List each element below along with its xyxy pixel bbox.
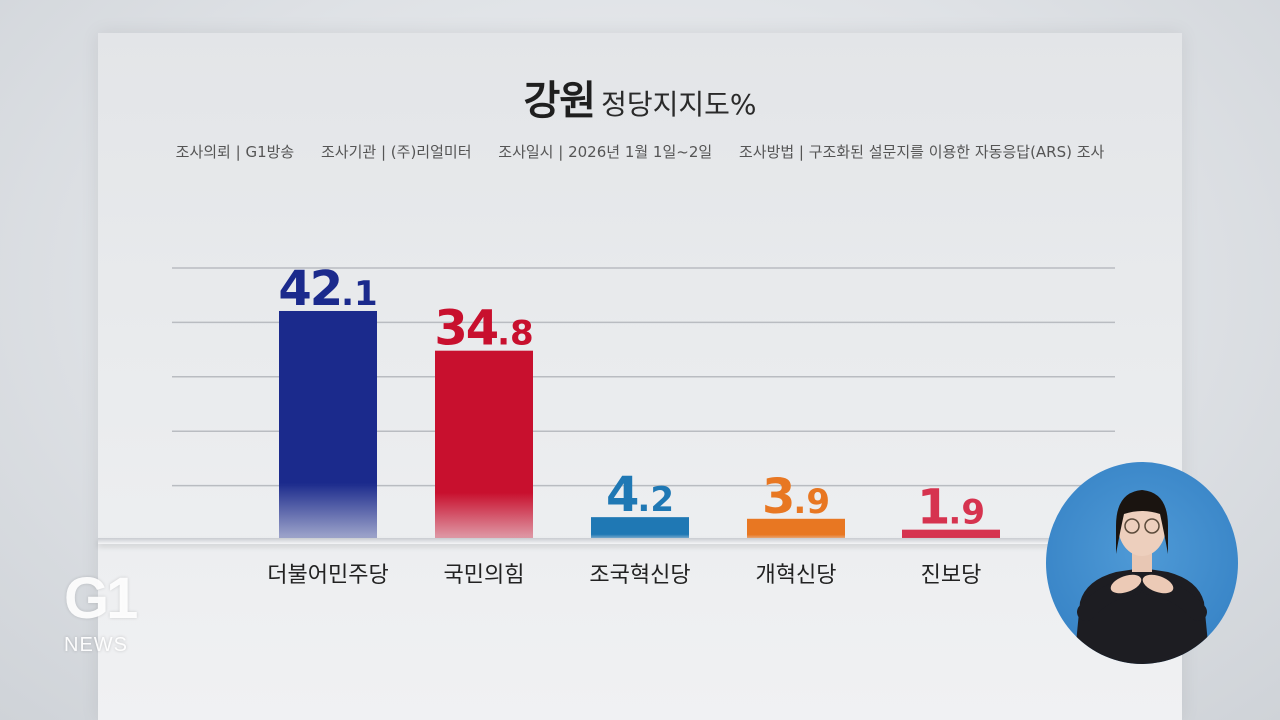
sign-language-interpreter-icon bbox=[1046, 462, 1238, 664]
category-label-5: 진보당 bbox=[921, 563, 982, 588]
survey-meta: 조사의뢰 | G1방송 조사기관 | (주)리얼미터 조사일시 | 2026년 … bbox=[0, 141, 1280, 162]
title-region: 강원 bbox=[523, 78, 596, 124]
meta-client: 조사의뢰 | G1방송 bbox=[175, 143, 295, 161]
bar-3 bbox=[591, 517, 689, 540]
logo-news: NEWS bbox=[64, 634, 128, 656]
meta-agency: 조사기관 | (주)리얼미터 bbox=[321, 143, 472, 161]
bar-5 bbox=[902, 529, 1000, 540]
meta-method: 조사방법 | 구조화된 설문지를 이용한 자동응답(ARS) 조사 bbox=[738, 143, 1105, 161]
value-label-5: 1.9 bbox=[917, 480, 985, 536]
category-label-2: 국민의힘 bbox=[444, 563, 525, 588]
title-subtitle: 정당지지도% bbox=[601, 88, 757, 121]
category-label-4: 개혁신당 bbox=[756, 563, 837, 588]
bar-1 bbox=[279, 310, 377, 540]
bar-4 bbox=[747, 518, 845, 540]
bar-2 bbox=[435, 350, 533, 540]
value-label-3: 4.2 bbox=[606, 467, 674, 523]
g1-news-logo: G1 NEWS bbox=[64, 570, 144, 660]
meta-date: 조사일시 | 2026년 1월 1일~2일 bbox=[498, 143, 713, 161]
chart-baseline bbox=[98, 538, 1182, 544]
logo-brand: G1 bbox=[64, 566, 138, 631]
value-label-4: 3.9 bbox=[762, 469, 830, 525]
value-label-1: 42.1 bbox=[278, 261, 377, 317]
chart-title: 강원 정당지지도% bbox=[0, 68, 1280, 126]
value-label-2: 34.8 bbox=[434, 301, 533, 357]
category-label-1: 더불어민주당 bbox=[267, 563, 388, 588]
category-label-3: 조국혁신당 bbox=[589, 563, 690, 588]
